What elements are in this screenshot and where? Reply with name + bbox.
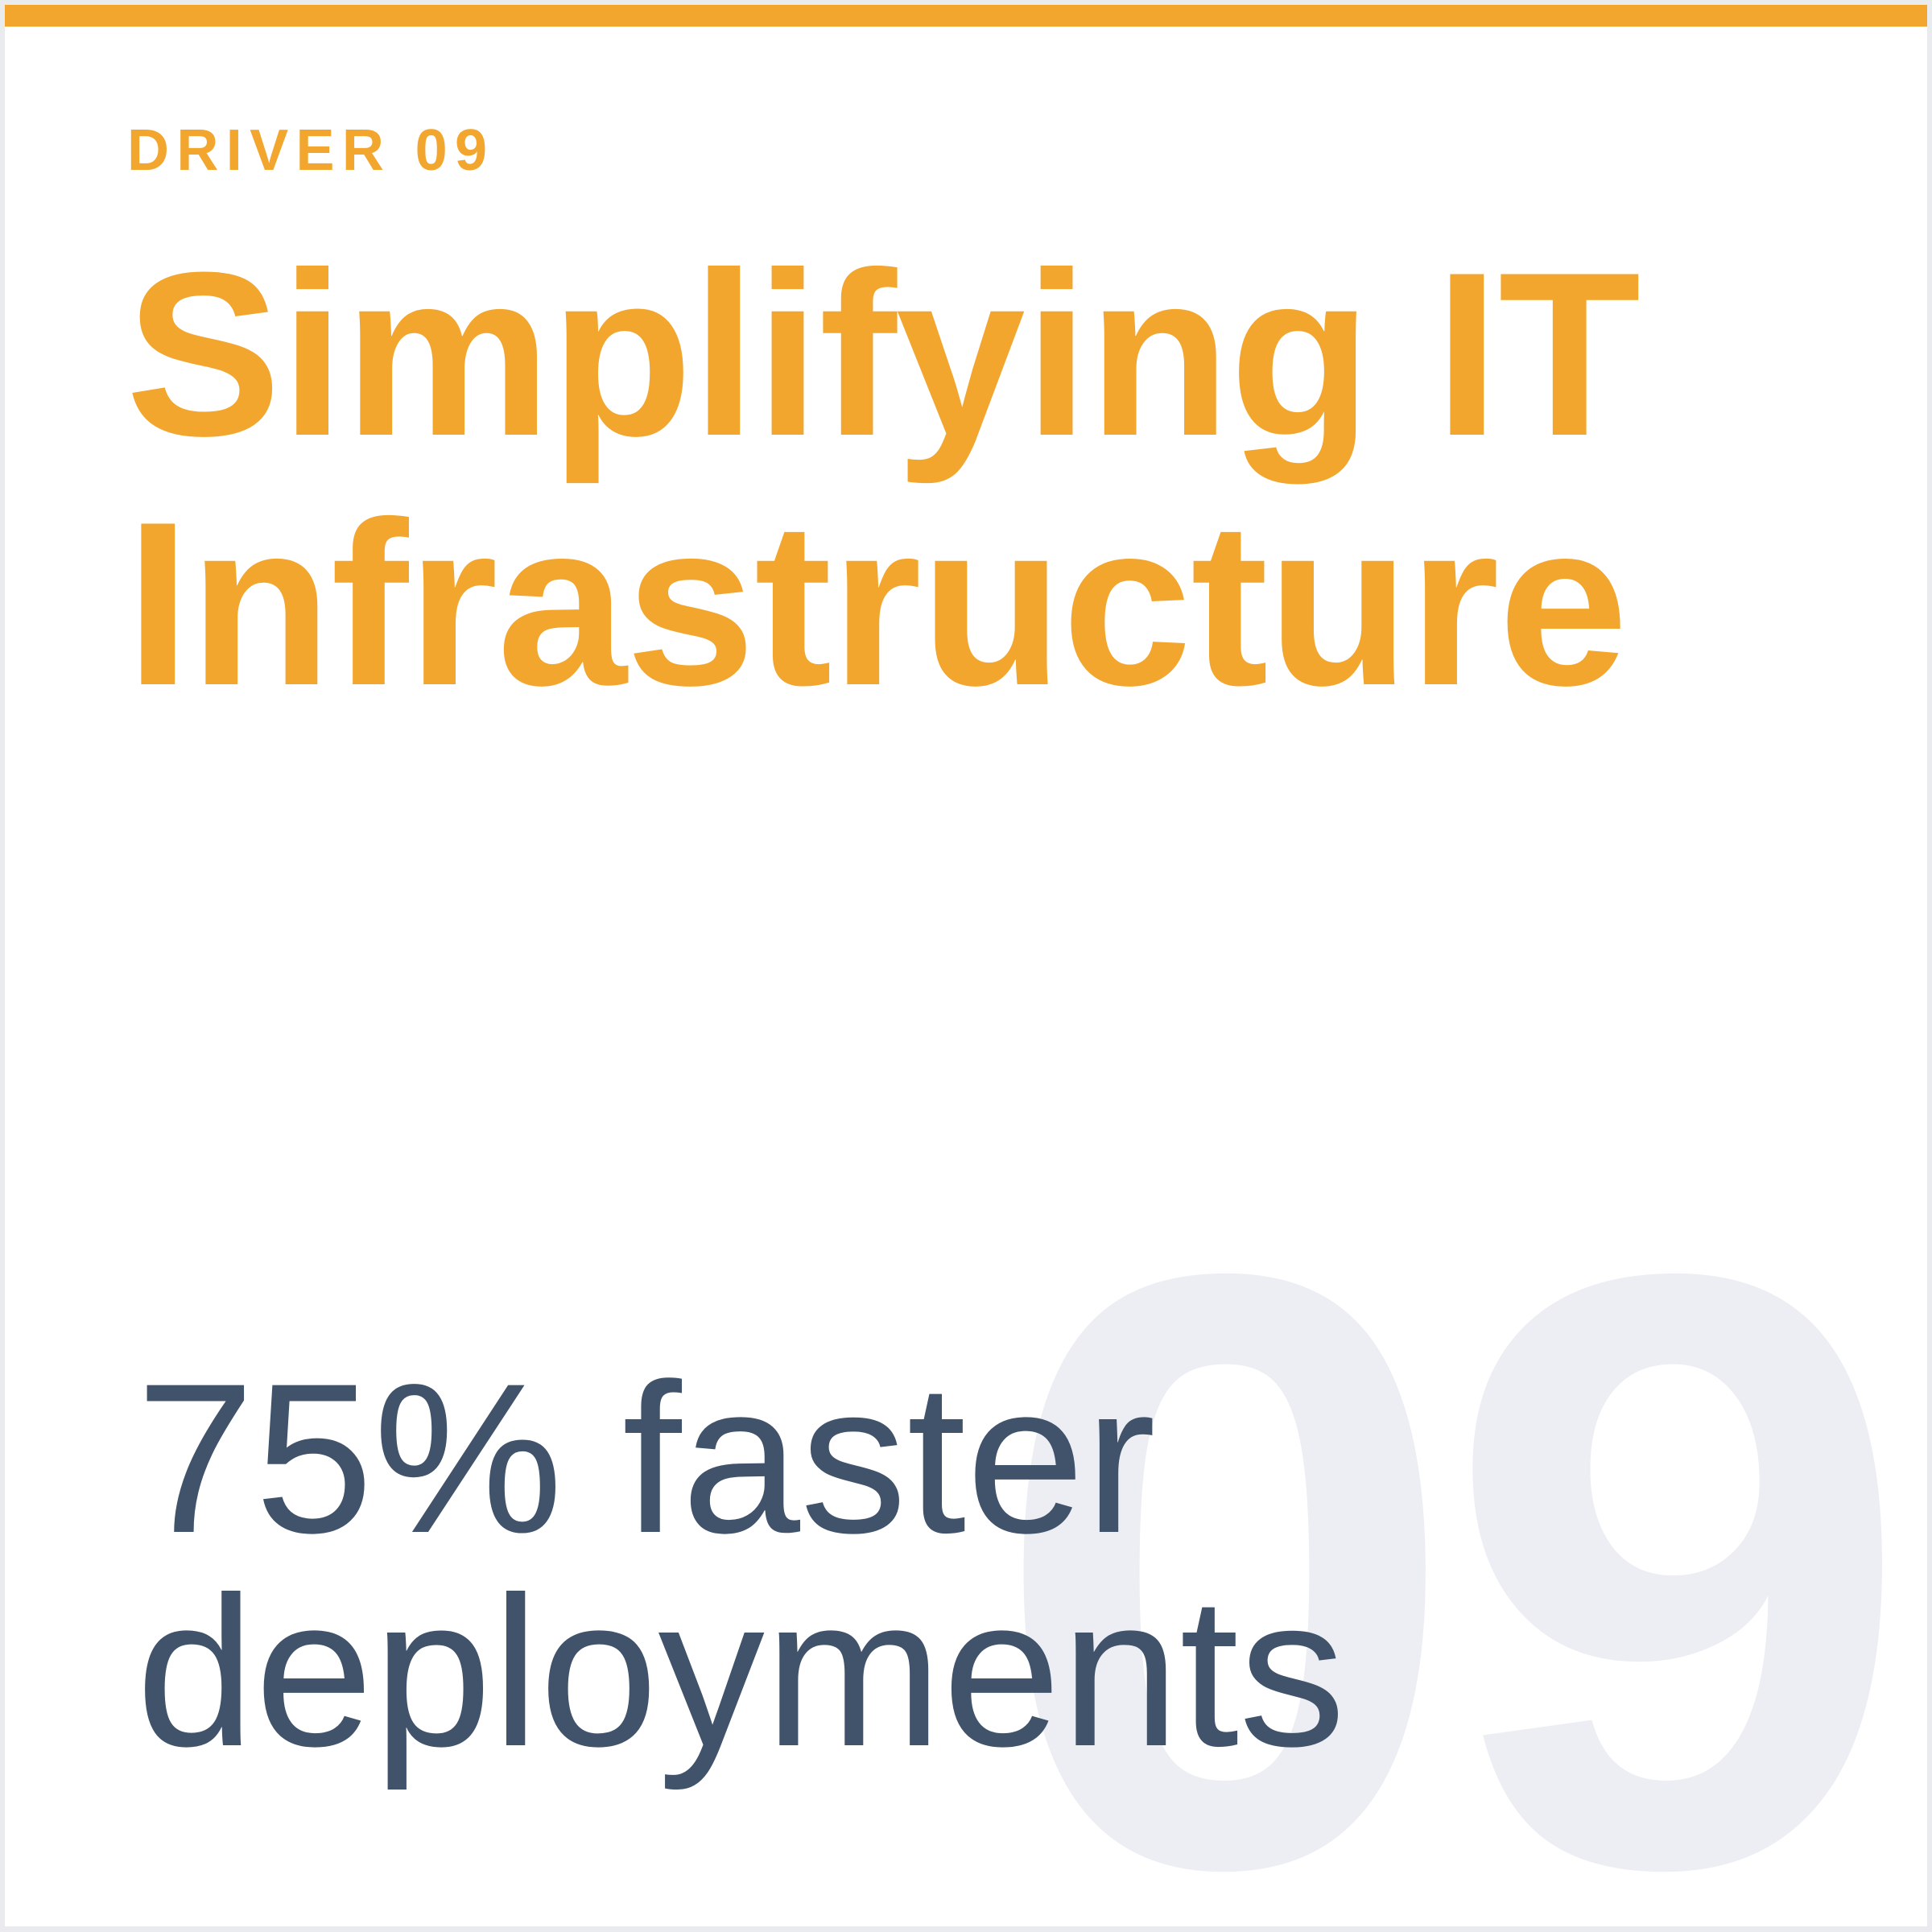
slide-title-line-2: Infrastructure — [126, 473, 1629, 734]
accent-top-bar — [5, 5, 1927, 27]
slide-title: Simplifying IT Infrastructure — [126, 224, 1641, 734]
background-watermark-number: 09 — [990, 1098, 1913, 1926]
slide-title-line-1: Simplifying IT — [126, 224, 1641, 485]
eyebrow-driver-label: DRIVER 09 — [127, 118, 495, 183]
stat-text-line-1: 75% faster — [136, 1340, 1156, 1578]
stat-text: 75% faster deployments — [136, 1352, 1346, 1779]
stat-text-line-2: deployments — [136, 1553, 1346, 1791]
slide-canvas: DRIVER 09 Simplifying IT Infrastructure … — [5, 5, 1927, 1926]
